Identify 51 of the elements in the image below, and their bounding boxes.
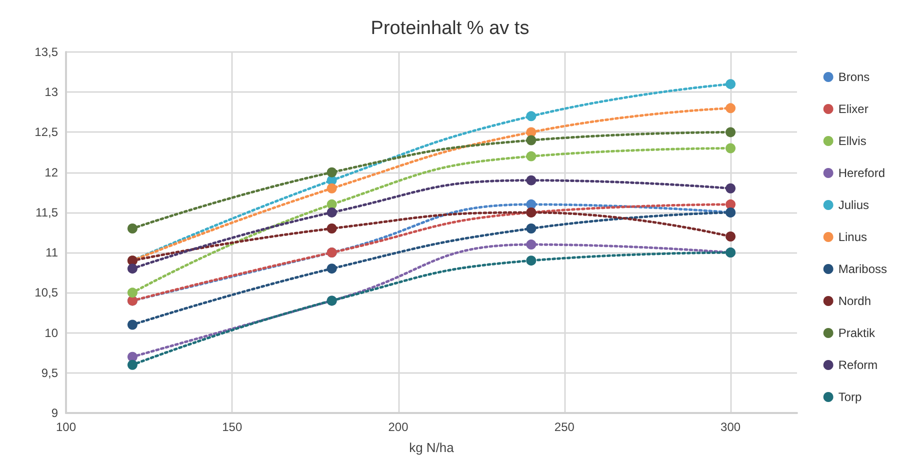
y-tick-label: 10	[44, 326, 58, 340]
point	[127, 264, 138, 274]
y-tick-label: 11	[46, 246, 58, 260]
point	[127, 320, 138, 330]
y-tick-label: 9,5	[41, 366, 58, 380]
point	[326, 264, 337, 274]
legend-label: Praktik	[838, 326, 876, 340]
point	[526, 240, 536, 250]
point	[526, 175, 536, 186]
y-tick-label: 10,5	[34, 286, 58, 300]
point	[726, 79, 736, 90]
legend-label: Ellvis	[838, 134, 866, 148]
legend-label: Mariboss	[838, 262, 888, 276]
legend-label: Hereford	[838, 166, 886, 180]
y-tick-label: 12	[44, 165, 58, 180]
point	[127, 223, 138, 234]
legend-label: Elixer	[838, 102, 868, 116]
y-tick-label: 11,5	[36, 205, 58, 220]
y-tick-label: 9	[51, 406, 58, 420]
point	[127, 360, 138, 370]
point	[526, 256, 536, 266]
x-tick-label: 150	[222, 420, 242, 434]
y-tick-label: 13	[44, 85, 58, 100]
y-tick-label: 13,5	[34, 45, 58, 59]
point	[526, 223, 536, 234]
y-tick-label: 12,5	[34, 125, 58, 140]
point	[526, 135, 536, 146]
point	[526, 151, 536, 162]
legend-label: Brons	[838, 70, 870, 84]
point	[726, 143, 736, 154]
x-axis-title: kg N/ha	[409, 440, 455, 455]
x-tick-label: 100	[56, 420, 76, 434]
x-tick-label: 300	[720, 420, 741, 434]
point	[726, 232, 736, 242]
point	[326, 223, 337, 234]
point	[326, 183, 337, 194]
point	[726, 103, 736, 114]
point	[726, 183, 736, 194]
legend-label: Nordh	[838, 294, 872, 308]
legend-label: Reform	[838, 358, 878, 372]
point	[326, 167, 337, 178]
point	[726, 127, 736, 138]
x-tick-label: 200	[388, 420, 409, 434]
point	[127, 288, 138, 298]
legend-label: Julius	[838, 198, 870, 212]
point	[526, 111, 536, 122]
legend-label: Torp	[838, 390, 862, 404]
legend-label: Linus	[838, 230, 868, 244]
chart-title: Proteinhalt % av ts	[370, 18, 530, 39]
x-tick-label: 250	[554, 420, 575, 434]
point	[326, 207, 337, 218]
